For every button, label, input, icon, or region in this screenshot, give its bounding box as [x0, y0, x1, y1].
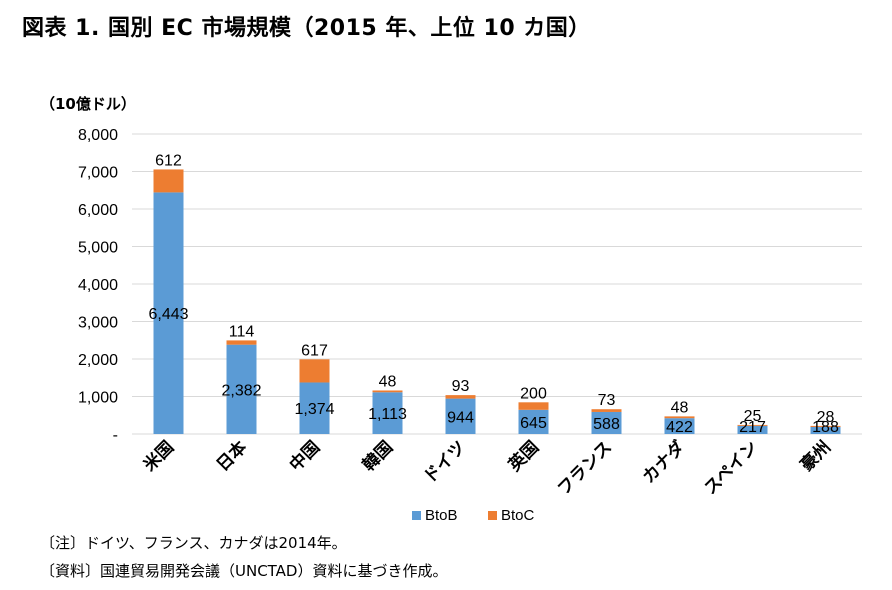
data-label-btoc: 25: [744, 408, 762, 425]
bar-btob: [518, 409, 549, 434]
x-category-label: 韓国: [358, 437, 397, 476]
bar-btoc: [810, 425, 841, 427]
data-label-btob: 588: [593, 416, 620, 433]
bar-btob: [372, 392, 403, 434]
data-label-btoc: 617: [301, 342, 328, 359]
bar-btoc: [445, 395, 476, 399]
bar-btoc: [518, 402, 549, 410]
data-label-btob: 645: [520, 415, 547, 432]
legend-swatch: [412, 511, 421, 520]
data-label-btoc: 114: [229, 323, 255, 340]
bar-btoc: [153, 169, 184, 193]
x-category-label: 豪州: [796, 437, 835, 476]
y-axis-unit-label: （10億ドル）: [40, 95, 136, 113]
data-label-btoc: 28: [817, 409, 835, 426]
bar-btob: [153, 192, 184, 434]
x-category-label: カナダ: [638, 437, 689, 488]
data-label-btoc: 48: [671, 399, 689, 416]
data-label-btob: 6,443: [148, 306, 188, 323]
data-label-btob: 1,374: [294, 401, 334, 418]
data-label-btob: 2,382: [221, 382, 261, 399]
data-label-btoc: 200: [520, 385, 547, 402]
data-label-btoc: 48: [379, 373, 397, 390]
y-tick-label: 3,000: [78, 315, 118, 332]
legend-swatch: [488, 511, 497, 520]
bar-btob: [226, 344, 257, 434]
legend-label: BtoB: [425, 507, 458, 524]
data-label-btob: 422: [666, 419, 693, 436]
data-label-btoc: 73: [598, 392, 616, 409]
bar-btob: [664, 418, 695, 434]
footnote-source: 〔資料〕国連貿易開発会議（UNCTAD）資料に基づき作成。: [40, 562, 448, 580]
x-category-label: フランス: [554, 437, 616, 499]
x-category-label: 米国: [139, 437, 178, 476]
x-category-label: 英国: [504, 437, 543, 476]
bar-btob: [737, 425, 768, 434]
y-tick-label: 2,000: [78, 352, 118, 369]
x-category-label: ドイツ: [420, 437, 470, 487]
bar-btob: [591, 411, 622, 434]
y-tick-label: 1,000: [78, 390, 118, 407]
bar-btoc: [372, 390, 403, 393]
bar-btoc: [299, 359, 330, 383]
bar-btob: [299, 382, 330, 434]
data-label-btob: 1,113: [368, 406, 407, 423]
chart-title: 図表 1. 国別 EC 市場規模（2015 年、上位 10 カ国）: [22, 16, 591, 41]
y-tick-label: -: [113, 427, 118, 444]
bar-btob: [445, 398, 476, 434]
data-label-btob: 944: [447, 409, 474, 426]
y-tick-label: 5,000: [78, 240, 118, 257]
legend-label: BtoC: [501, 507, 535, 524]
bar-btoc: [737, 424, 768, 426]
bar-btoc: [226, 340, 257, 345]
bar-btoc: [591, 409, 622, 412]
x-category-label: 日本: [212, 437, 251, 476]
data-label-btoc: 612: [155, 152, 182, 169]
y-tick-label: 7,000: [78, 165, 118, 182]
data-label-btob: 188: [812, 419, 839, 436]
footnote-note: 〔注〕ドイツ、フランス、カナダは2014年。: [40, 534, 347, 552]
bar-btob: [810, 426, 841, 434]
y-tick-label: 8,000: [78, 127, 118, 144]
x-category-label: スペイン: [701, 437, 762, 498]
bar-btoc: [664, 416, 695, 419]
y-tick-label: 4,000: [78, 277, 118, 294]
y-tick-label: 6,000: [78, 202, 118, 219]
data-label-btoc: 93: [452, 378, 470, 395]
data-label-btob: 217: [739, 419, 766, 436]
x-category-label: 中国: [285, 437, 324, 476]
